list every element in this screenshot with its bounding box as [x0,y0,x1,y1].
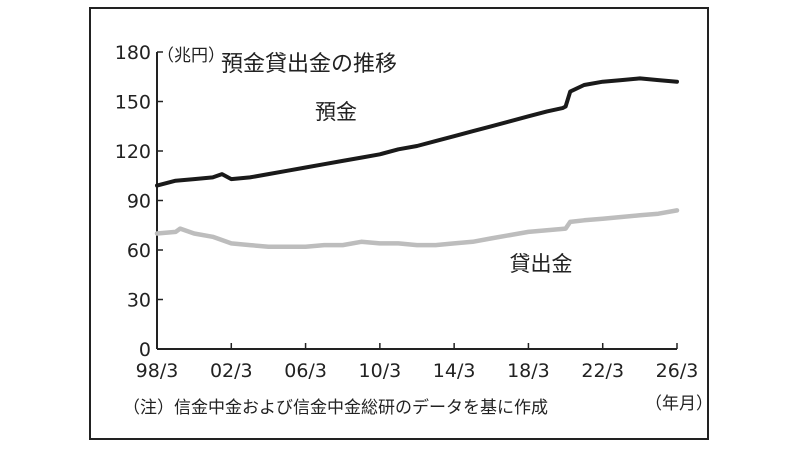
series-labels: 預金貸出金 [315,100,573,276]
x-tick-label: 98/3 [136,360,179,382]
x-axis: 98/3 02/3 06/3 10/3 14/3 18/3 22/3 26/3 [136,343,699,382]
y-tick-label: 30 [127,290,151,312]
y-tick-label: 180 [115,42,151,64]
x-tick-label: 06/3 [284,360,327,382]
y-tick-label: 150 [115,92,151,114]
x-tick-label: 02/3 [210,360,253,382]
series-label-1: 預金 [315,100,357,124]
y-tick-label: 60 [127,240,151,262]
x-tick-label: 14/3 [433,360,476,382]
x-tick-label: 10/3 [359,360,402,382]
chart-frame: 預金貸出金の推移 （兆円） 0 30 60 90 120 150 180 98/3 02/3 0… [89,7,709,440]
line-chart: 預金貸出金の推移 （兆円） 0 30 60 90 120 150 180 98/3 02/3 0… [115,42,707,418]
x-tick-label: 22/3 [581,360,624,382]
series-lines [154,76,680,249]
y-axis: 0 30 60 90 120 150 180 [115,42,163,361]
series-line-1 [155,76,679,188]
y-tick-label: 90 [127,191,151,213]
x-tick-label: 26/3 [656,360,699,382]
y-tick-label: 0 [139,339,151,361]
series-line-2 [154,208,680,249]
y-unit-label: （兆円） [157,46,225,66]
chart-title: 預金貸出金の推移 [221,52,397,77]
source-note: （注）信金中金および信金中金総研のデータを基に作成 [123,397,548,418]
y-tick-label: 120 [115,141,151,163]
x-tick-label: 18/3 [507,360,550,382]
series-label-2: 貸出金 [510,252,573,276]
x-unit-label: （年月） [645,394,707,414]
